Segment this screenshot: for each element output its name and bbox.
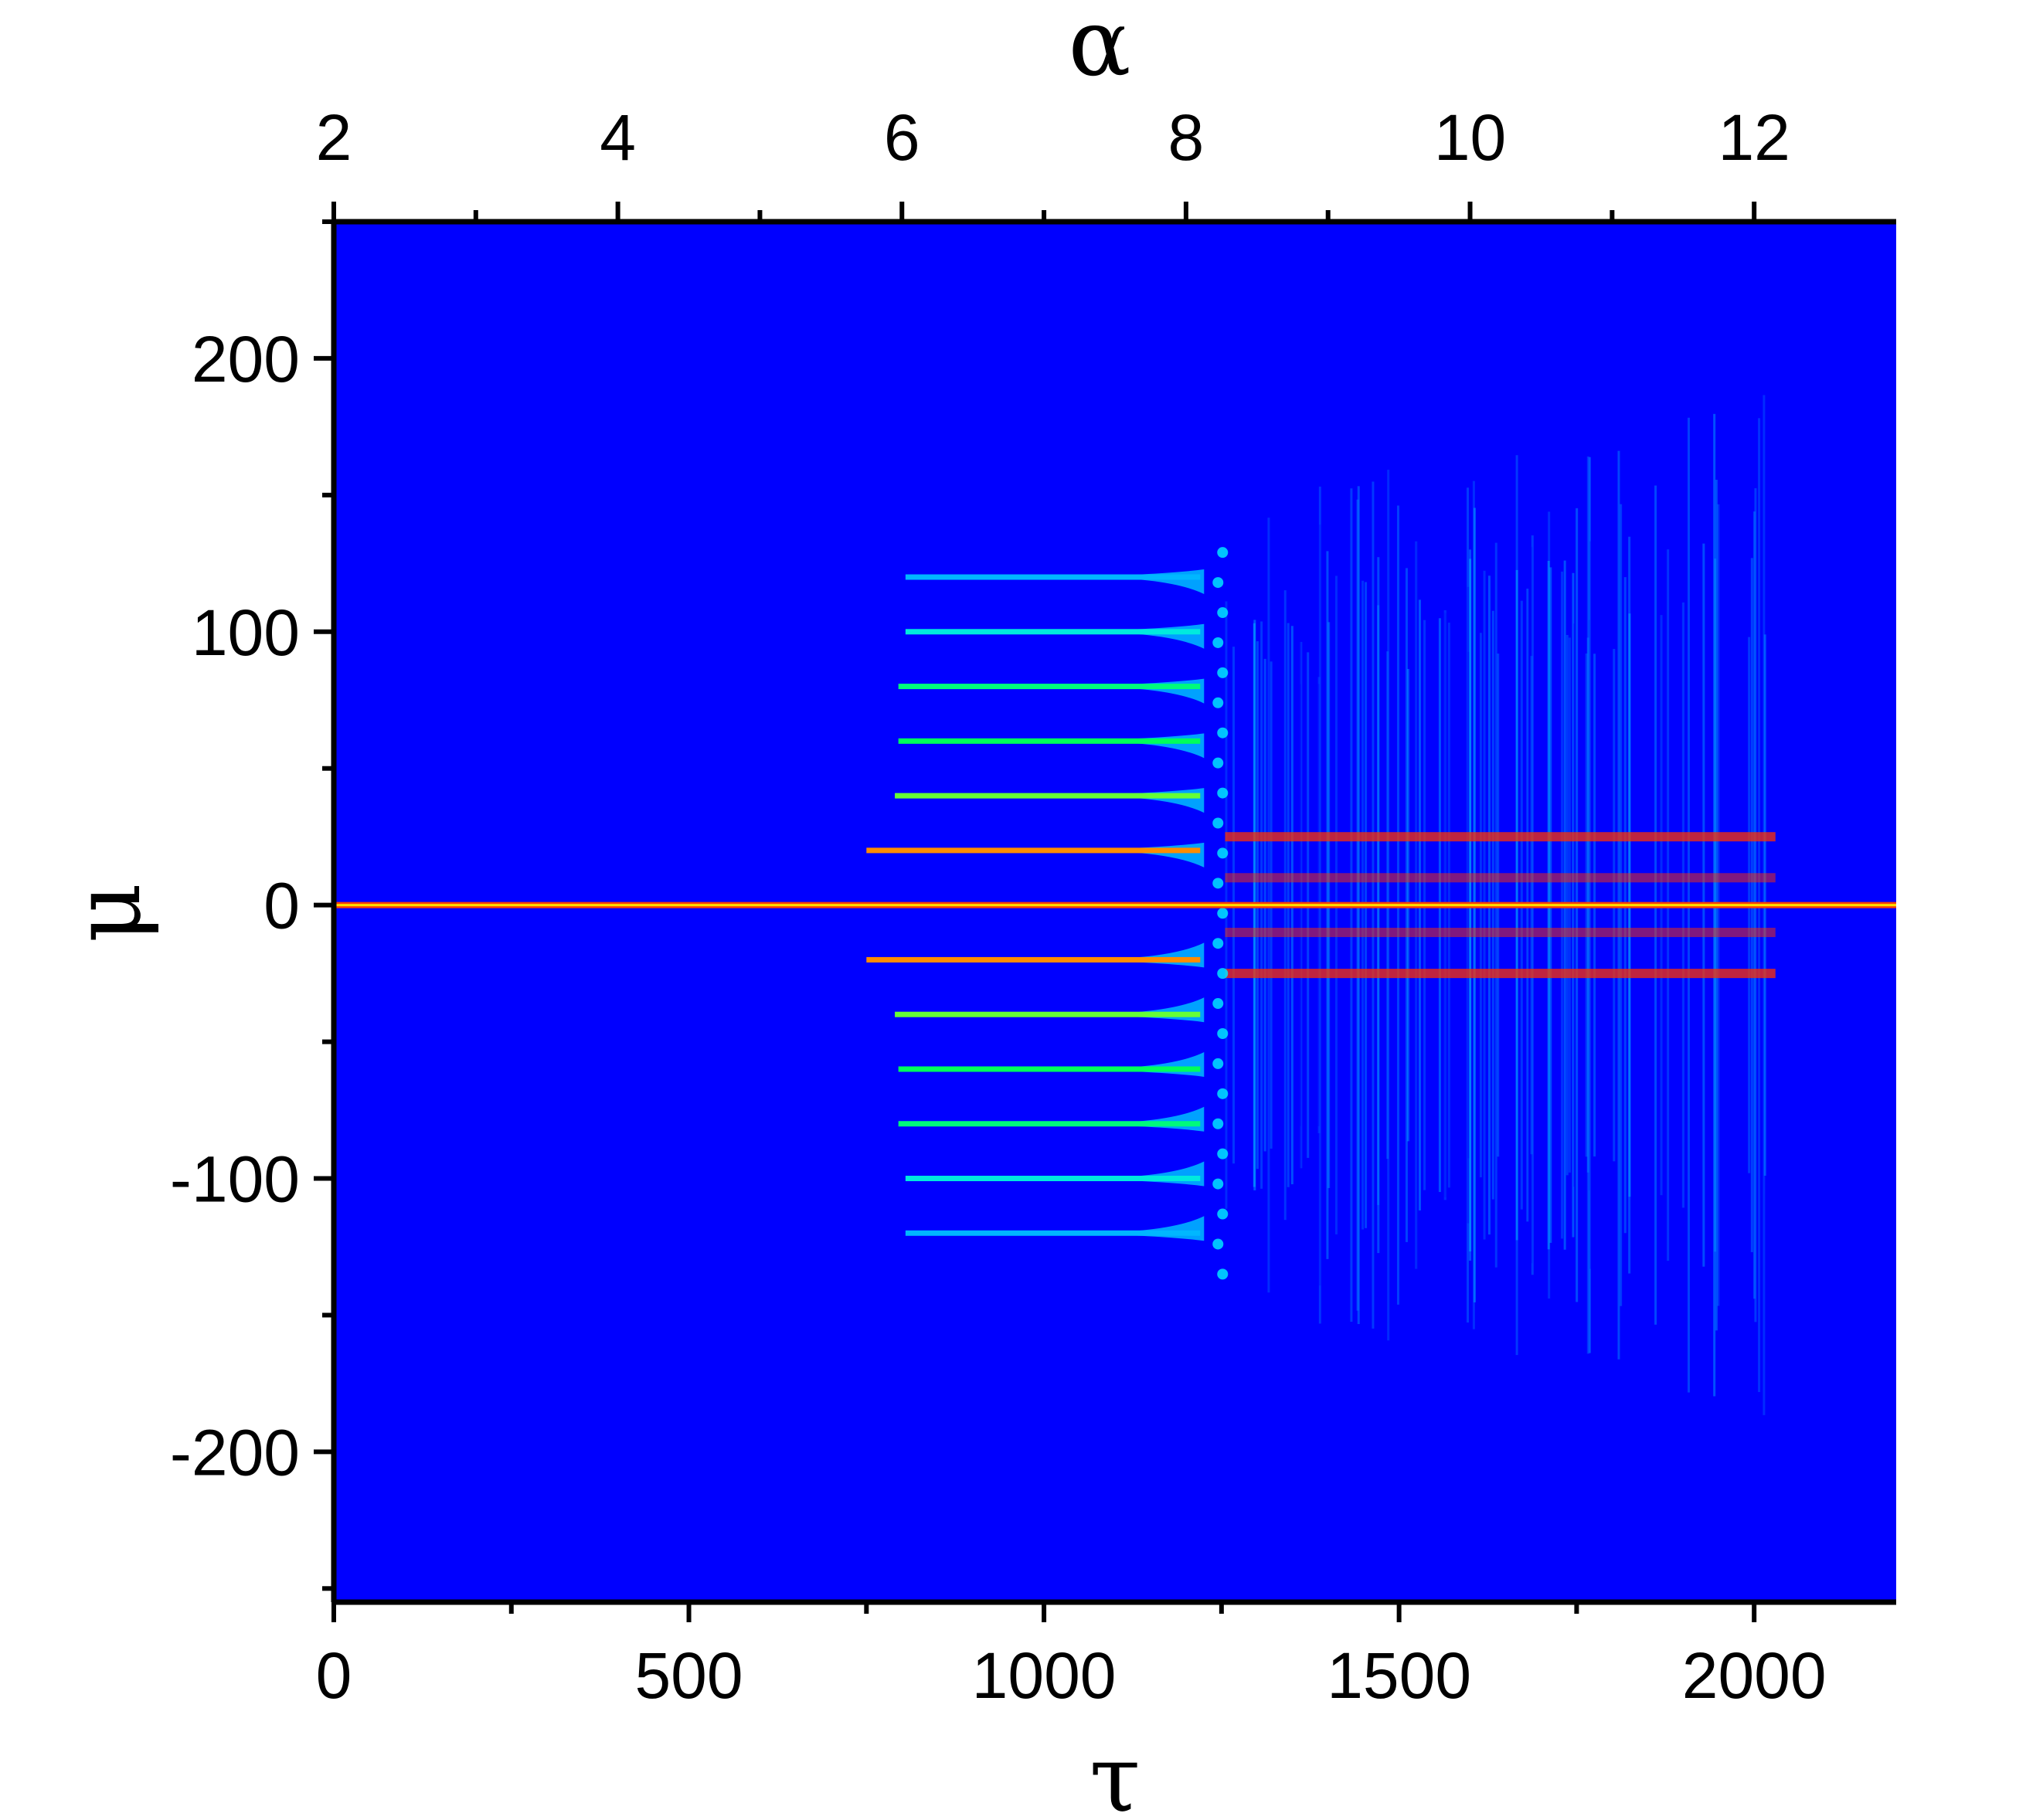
branch-line [898, 1066, 1201, 1072]
x-tick-label: 1500 [1327, 1639, 1471, 1712]
boundary-dot [1212, 938, 1224, 949]
boundary-dot [1217, 667, 1229, 678]
top-tick-label: 4 [600, 101, 636, 174]
y-tick-label: -200 [170, 1416, 300, 1489]
branch-line [898, 738, 1201, 744]
boundary-dot [1217, 727, 1229, 739]
boundary-dot [1217, 968, 1229, 980]
x-tick-label: 2000 [1682, 1639, 1827, 1712]
boundary-dot [1212, 757, 1224, 769]
y-tick-label: -100 [170, 1143, 300, 1216]
boundary-dot [1212, 577, 1224, 589]
branch-line [898, 684, 1201, 690]
axes: 0 500 1000 1500 2000 2 4 6 8 10 12 -200 -100 0 100 200 [170, 101, 1896, 1712]
boundary-dot [1217, 1268, 1229, 1280]
top-tick-label: 12 [1718, 101, 1790, 174]
y-tick-label: 100 [192, 596, 300, 669]
branch-line [866, 847, 1201, 854]
boundary-dot [1217, 547, 1229, 559]
discrete-branches [866, 569, 1205, 1241]
branch-line [895, 1011, 1201, 1017]
boundary-dot [1212, 998, 1224, 1010]
branch-line [905, 1176, 1201, 1182]
x-tick-label: 1000 [972, 1639, 1117, 1712]
branch-line [898, 1121, 1201, 1127]
boundary-dot [1217, 1208, 1229, 1220]
boundary-dot [1217, 847, 1229, 859]
y-axis-title: μ [54, 883, 161, 943]
boundary-dot [1217, 1027, 1229, 1039]
y-tick-label: 200 [192, 323, 300, 396]
top-tick-label: 6 [884, 101, 920, 174]
x-tick-label: 0 [316, 1639, 352, 1712]
boundary-dot [1212, 878, 1224, 889]
branch-line [895, 793, 1201, 799]
boundary-dot [1217, 1088, 1229, 1099]
heatmap-plot-area [334, 222, 1896, 1602]
top-tick-label: 2 [316, 101, 352, 174]
y-tick-label: 0 [263, 870, 300, 942]
branch-line [905, 574, 1201, 580]
boundary-dot [1212, 697, 1224, 708]
top-tick-label: 10 [1434, 101, 1506, 174]
boundary-dot [1212, 1238, 1224, 1250]
branch-line [905, 1230, 1201, 1236]
boundary-dot [1212, 1118, 1224, 1129]
heatmap-background [334, 222, 1896, 1602]
continuum-band [1225, 928, 1776, 938]
boundary-dot [1212, 637, 1224, 648]
boundary-dot [1212, 1178, 1224, 1190]
branch-line [866, 956, 1201, 963]
branch-line [905, 629, 1201, 635]
boundary-dot [1217, 1148, 1229, 1160]
top-tick-label: 8 [1168, 101, 1205, 174]
x-axis-title: τ [1089, 1726, 1140, 1820]
boundary-dot [1217, 787, 1229, 799]
top-axis-title: α [1068, 0, 1130, 97]
boundary-dot [1217, 908, 1229, 919]
x-tick-label: 500 [634, 1639, 743, 1712]
boundary-dot [1212, 1058, 1224, 1069]
central-line-core [334, 904, 1896, 907]
continuum-band [1225, 969, 1776, 979]
boundary-dot [1212, 817, 1224, 829]
boundary-dot [1217, 607, 1229, 619]
continuum-band [1225, 873, 1776, 883]
continuum-band [1225, 832, 1776, 842]
